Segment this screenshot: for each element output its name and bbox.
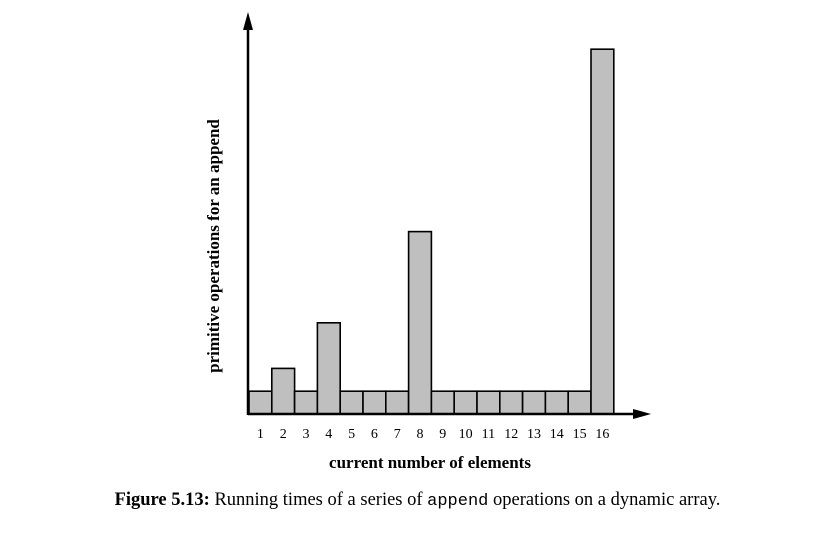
x-axis-arrowhead	[633, 409, 651, 419]
figure-number: Figure 5.13:	[114, 490, 210, 510]
bar-chart: 1 2 3 4 5 6 7 8 9 10 11 12 13 14 15 16 primitive operat…	[204, 12, 651, 472]
bar-13	[521, 390, 547, 415]
bar-9	[430, 390, 455, 415]
x-tick-label-13: 13	[527, 427, 541, 442]
caption-code-word: append	[427, 492, 489, 511]
figure-caption: Figure 5.13: Running times of a series o…	[0, 490, 835, 511]
bar-7	[384, 390, 410, 415]
bar-3	[293, 390, 319, 415]
x-tick-label-1: 1	[257, 427, 264, 442]
x-tick-label-14: 14	[550, 427, 564, 442]
x-tick-label-11: 11	[482, 427, 495, 442]
bar-14	[544, 390, 570, 415]
x-tick-label-9: 9	[439, 427, 446, 442]
bar-16	[590, 48, 615, 415]
bar-6	[362, 390, 387, 415]
bar-2	[270, 367, 296, 415]
bar-4	[316, 321, 341, 415]
bar-5	[339, 390, 364, 415]
caption-text-before: Running times of a series of	[209, 490, 428, 510]
bar-10	[453, 390, 478, 415]
x-tick-label-8: 8	[417, 427, 424, 442]
x-tick-label-16: 16	[595, 427, 609, 442]
bar-15	[567, 390, 592, 415]
x-tick-label-4: 4	[325, 427, 332, 442]
bars-group	[248, 48, 615, 415]
bar-8	[407, 230, 433, 415]
x-tick-label-5: 5	[348, 427, 355, 442]
bar-11	[476, 390, 501, 415]
x-tick-label-6: 6	[371, 427, 378, 442]
x-tick-label-12: 12	[504, 427, 518, 442]
y-axis-arrowhead	[243, 12, 253, 30]
x-axis-label: current number of elements	[329, 453, 531, 472]
caption-text-after: operations on a dynamic array.	[488, 490, 721, 510]
y-axis-label: primitive operations for an append	[204, 119, 223, 373]
x-tick-label-10: 10	[459, 427, 473, 442]
bar-12	[498, 390, 524, 415]
x-tick-label-7: 7	[394, 427, 401, 442]
x-tick-label-3: 3	[303, 427, 310, 442]
bar-1	[248, 390, 273, 415]
x-tick-labels: 1 2 3 4 5 6 7 8 9 10 11 12 13 14 15 16	[257, 427, 610, 442]
x-tick-label-15: 15	[573, 427, 587, 442]
x-tick-label-2: 2	[280, 427, 287, 442]
